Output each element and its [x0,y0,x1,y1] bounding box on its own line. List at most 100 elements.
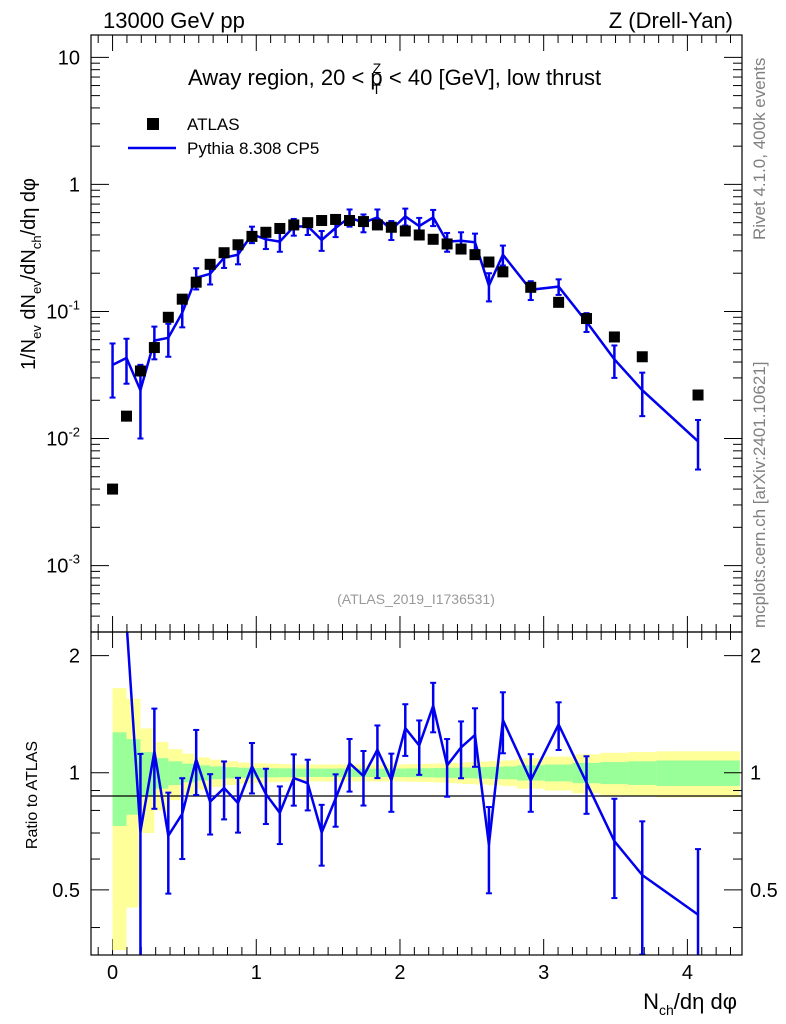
main-ticks [91,35,742,955]
y-tick-label: 1 [69,174,80,196]
data-point [427,233,439,245]
band-inner-segment [461,767,475,779]
data-point [455,243,467,255]
data-point [469,249,481,261]
x-tick-label: 2 [394,962,405,984]
data-point [525,281,537,293]
band-inner-segment [112,732,127,826]
data-point [148,342,160,354]
data-point [483,256,495,268]
band-inner-segment [265,768,280,778]
ratio-frame [90,631,743,956]
data-point [636,351,648,363]
ratio-y-tick-labels: 2 2 1 1 0.5 0.5 [52,646,778,902]
y-tick-label: 10-3 [46,552,80,578]
data-point [316,215,328,227]
band-inner-segment [279,768,294,778]
data-point [357,216,369,228]
data-point [413,229,425,241]
mcplots-label: mcplots.cern.ch [arXiv:2401.10621] [750,362,769,628]
ratio-y-tick-label-right: 0.5 [750,880,778,902]
band-inner-segment [544,764,573,782]
title-part-2: < 40 [GeV], low thrust [383,65,601,90]
data-point [302,217,314,229]
data-point [692,389,704,401]
y-tick-label: 10-1 [46,297,80,323]
main-y-axis-title: 1/Nev dNev/dNch/dη dφ [18,178,44,370]
data-point [330,213,342,225]
band-inner-segment [474,767,489,779]
data-point [288,219,300,231]
data-point [441,238,453,250]
band-inner-segment [224,767,239,779]
band-inner-segment [600,762,629,785]
band-inner-segment [210,766,225,780]
ratio-error-bars [137,681,702,955]
data-point [162,311,174,323]
band-inner-segment [335,768,350,778]
ratio-y-tick-label-left: 0.5 [52,880,80,902]
legend-data-label: ATLAS [187,115,240,134]
ratio-y-tick-label-right: 2 [750,646,761,668]
main-panel: 10 1 10-1 10-2 10-3 Away region, 20 < pZ T < … [18,34,743,955]
y-tick-label: 10 [58,47,80,69]
header-left: 13000 GeV pp [103,8,245,33]
band-inner-segment [628,761,657,785]
data-point [497,266,509,278]
title-part-1: Away region, 20 < p [188,65,383,90]
band-inner-segment [293,768,308,778]
band-inner-segment [447,767,462,778]
data-point [385,221,397,233]
data-markers [107,213,704,495]
ratio-series-line [125,632,699,916]
band-inner-segment [433,768,448,778]
data-point [274,222,286,234]
ratio-ticks [91,655,742,929]
data-point [371,219,383,231]
band-inner-segment [419,768,434,778]
x-tick-labels: 0 1 2 3 4 [107,962,693,984]
data-point [134,365,146,377]
band-inner-segment [363,768,378,778]
ratio-y-tick-label-left: 2 [69,646,80,668]
legend-mc-label: Pythia 8.308 CP5 [187,139,319,158]
ratio-y-axis-title: Ratio to ATLAS [24,741,41,849]
x-tick-label: 3 [538,962,549,984]
x-tick-label: 0 [107,962,118,984]
y-tick-label: 10-2 [46,425,80,451]
x-tick-label: 1 [251,962,262,984]
band-inner-segment [391,768,406,778]
analysis-label: (ATLAS_2019_I1736531) [337,591,495,607]
x-tick-label: 4 [682,962,693,984]
ratio-panel: 2 2 1 1 0.5 0.5 0 1 2 3 4 Ratio to ATLAS Nch/dη d… [24,631,778,1018]
band-inner-segment [140,752,155,797]
data-point [204,258,216,270]
rivet-label: Rivet 4.1.0, 400k events [750,58,769,240]
title-sub-t: T [372,81,381,97]
ratio-y-tick-label-left: 1 [69,763,80,785]
data-point [581,313,593,325]
chart-title: Away region, 20 < pZ T < 40 [GeV], low th… [188,60,601,97]
band-inner-segment [307,768,322,778]
data-point [232,239,244,251]
x-axis-title: Nch/dη dφ [643,989,737,1018]
data-point [190,276,202,288]
data-point [399,225,411,237]
data-point [344,215,356,227]
data-point [120,410,132,422]
legend-data-marker [147,118,159,130]
band-inner-segment [321,768,336,778]
band-inner-segment [349,768,364,778]
band-inner-segment [238,767,252,778]
header-right: Z (Drell-Yan) [609,8,733,33]
band-inner-segment [405,768,420,778]
title-sup-z: Z [373,60,382,76]
band-inner-segment [377,768,392,778]
mc-series-line [112,214,699,443]
data-point [553,296,565,308]
band-inner-segment [168,761,183,785]
data-point [218,247,230,259]
data-point [246,230,258,242]
ratio-y-tick-label-right: 1 [750,763,761,785]
